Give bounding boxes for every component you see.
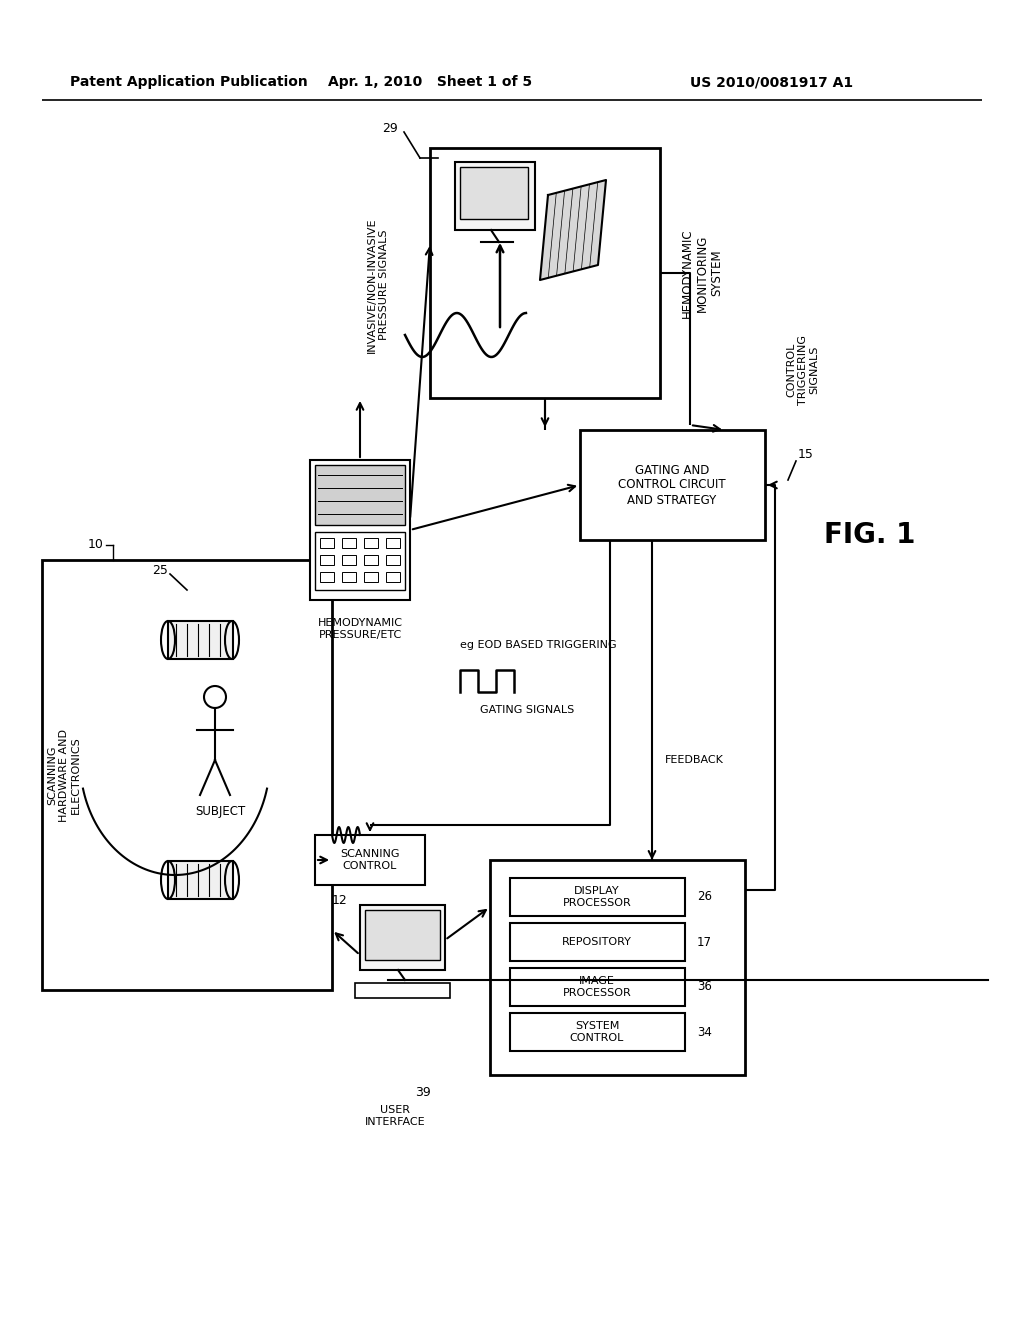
Bar <box>342 572 356 582</box>
Bar <box>168 620 233 659</box>
Bar <box>510 1012 685 1051</box>
Text: eg EOD BASED TRIGGERING: eg EOD BASED TRIGGERING <box>460 640 616 649</box>
Text: SYSTEM
CONTROL: SYSTEM CONTROL <box>569 1022 625 1043</box>
Bar <box>315 836 425 884</box>
Text: SUBJECT: SUBJECT <box>195 804 245 817</box>
Bar <box>490 861 745 1074</box>
Bar <box>580 430 765 540</box>
Bar <box>319 554 334 565</box>
Text: 17: 17 <box>697 936 712 949</box>
Bar <box>319 539 334 548</box>
Bar <box>42 560 332 990</box>
Text: GATING AND
CONTROL CIRCUIT
AND STRATEGY: GATING AND CONTROL CIRCUIT AND STRATEGY <box>618 463 726 507</box>
Text: US 2010/0081917 A1: US 2010/0081917 A1 <box>690 75 853 88</box>
Bar <box>315 532 406 590</box>
Text: FIG. 1: FIG. 1 <box>824 521 915 549</box>
Text: REPOSITORY: REPOSITORY <box>562 937 632 946</box>
Text: INVASIVE/NON-INVASIVE
PRESSURE SIGNALS: INVASIVE/NON-INVASIVE PRESSURE SIGNALS <box>368 218 389 352</box>
Text: CONTROL
TRIGGERING
SIGNALS: CONTROL TRIGGERING SIGNALS <box>786 335 819 405</box>
Bar <box>510 923 685 961</box>
Bar <box>355 983 450 998</box>
Text: DISPLAY
PROCESSOR: DISPLAY PROCESSOR <box>562 886 632 908</box>
Bar <box>365 909 440 960</box>
Text: FEEDBACK: FEEDBACK <box>665 755 724 766</box>
Text: SCANNING
CONTROL: SCANNING CONTROL <box>340 849 399 871</box>
Polygon shape <box>540 180 606 280</box>
Bar <box>315 465 406 525</box>
Bar <box>342 554 356 565</box>
Bar <box>364 572 378 582</box>
Bar <box>319 572 334 582</box>
Bar <box>386 572 400 582</box>
Text: 12: 12 <box>332 894 348 907</box>
Text: 29: 29 <box>382 121 398 135</box>
Text: Patent Application Publication: Patent Application Publication <box>70 75 308 88</box>
Bar <box>455 162 535 230</box>
Bar <box>510 968 685 1006</box>
Bar <box>342 539 356 548</box>
Text: SCANNING
HARDWARE AND
ELECTRONICS: SCANNING HARDWARE AND ELECTRONICS <box>47 729 81 821</box>
Text: 15: 15 <box>798 449 814 462</box>
Text: 10: 10 <box>88 539 103 552</box>
Bar <box>310 459 410 601</box>
Bar <box>386 539 400 548</box>
Bar <box>430 148 660 399</box>
Text: 39: 39 <box>415 1086 431 1100</box>
Bar <box>364 554 378 565</box>
Text: IMAGE
PROCESSOR: IMAGE PROCESSOR <box>562 977 632 998</box>
Bar <box>510 878 685 916</box>
Text: HEMODYNAMIC
MONITORING
SYSTEM: HEMODYNAMIC MONITORING SYSTEM <box>681 228 724 318</box>
Bar <box>460 168 528 219</box>
Text: 34: 34 <box>697 1026 712 1039</box>
Bar <box>386 554 400 565</box>
Text: Apr. 1, 2010   Sheet 1 of 5: Apr. 1, 2010 Sheet 1 of 5 <box>328 75 532 88</box>
Text: 26: 26 <box>697 891 712 903</box>
Bar <box>364 539 378 548</box>
Text: USER
INTERFACE: USER INTERFACE <box>365 1105 425 1126</box>
Text: GATING SIGNALS: GATING SIGNALS <box>480 705 574 715</box>
Text: 36: 36 <box>697 981 712 994</box>
Text: 25: 25 <box>152 564 168 577</box>
Bar <box>360 906 445 970</box>
Bar <box>168 861 233 899</box>
Text: HEMODYNAMIC
PRESSURE/ETC: HEMODYNAMIC PRESSURE/ETC <box>317 618 402 640</box>
